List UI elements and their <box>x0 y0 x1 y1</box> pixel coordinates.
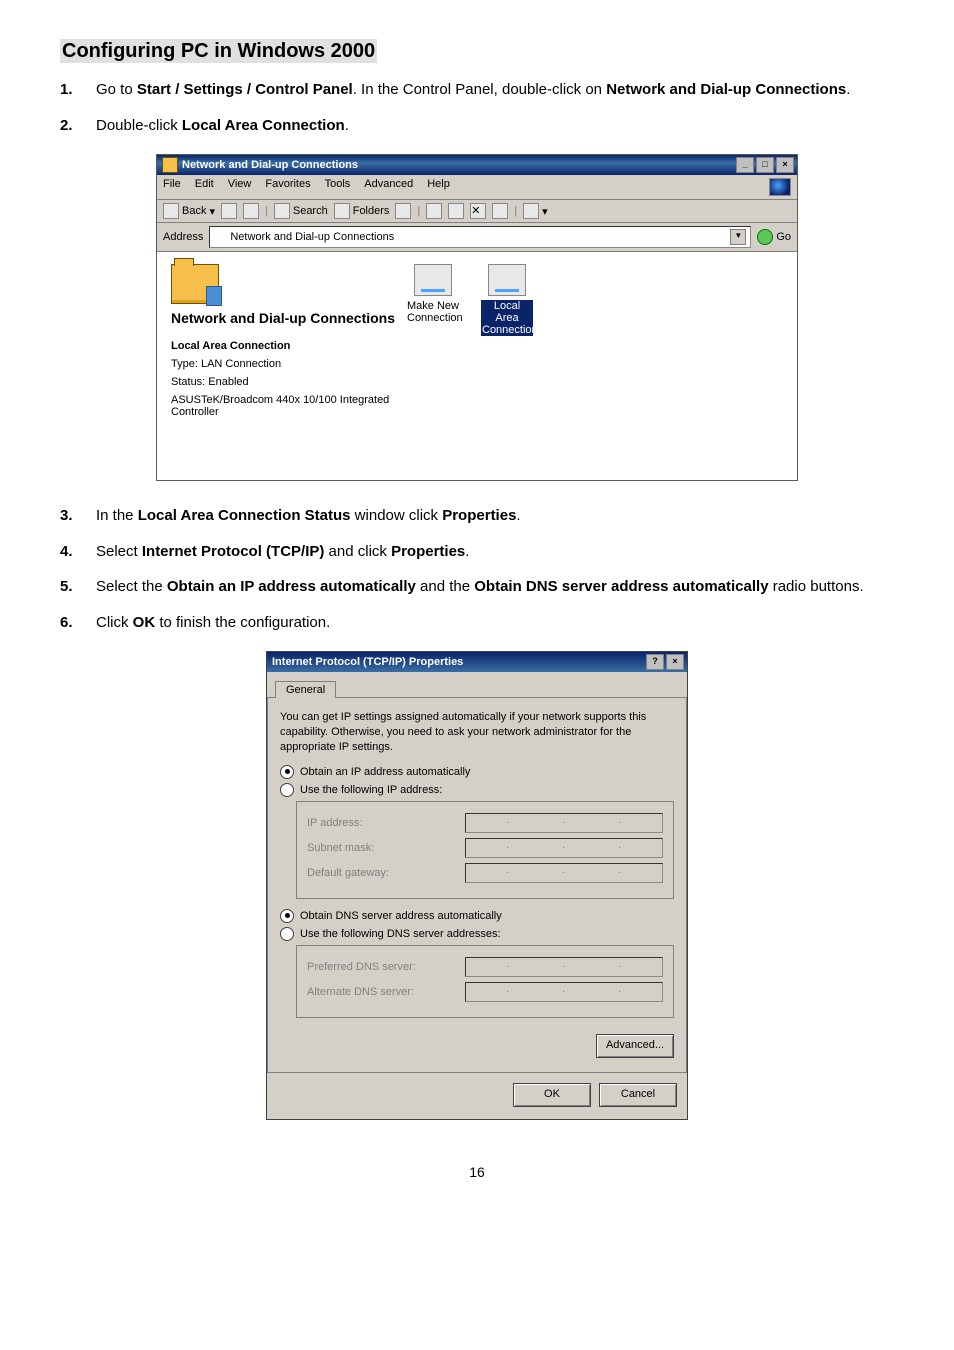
pdns-field: ... <box>465 957 663 977</box>
dialog-titlebar: Internet Protocol (TCP/IP) Properties ? … <box>267 652 687 672</box>
menubar: File Edit View Favorites Tools Advanced Help <box>157 175 797 200</box>
local-area-connection-icon[interactable]: Local AreaConnection <box>481 264 533 464</box>
label-ip: IP address: <box>307 817 457 829</box>
address-bar: Address Network and Dial-up Connections … <box>157 223 797 252</box>
cancel-button[interactable]: Cancel <box>599 1083 677 1107</box>
adns-field: ... <box>465 982 663 1002</box>
tab-general[interactable]: General <box>275 681 336 698</box>
address-value: Network and Dial-up Connections <box>230 231 394 243</box>
menu-help[interactable]: Help <box>427 178 450 196</box>
gw-field: ... <box>465 863 663 883</box>
close-button[interactable]: × <box>776 157 794 173</box>
up-button[interactable] <box>243 203 259 219</box>
history-button[interactable] <box>395 203 411 219</box>
label-pdns: Preferred DNS server: <box>307 961 457 973</box>
mask-field: ... <box>465 838 663 858</box>
dialog-title: Internet Protocol (TCP/IP) Properties <box>272 656 646 668</box>
tb-icon-2[interactable] <box>448 203 464 219</box>
tb-icon-1[interactable] <box>426 203 442 219</box>
label-gw: Default gateway: <box>307 867 457 879</box>
address-dropdown[interactable]: ▼ <box>730 229 746 245</box>
forward-button[interactable] <box>221 203 237 219</box>
menu-favorites[interactable]: Favorites <box>265 178 310 196</box>
help-button[interactable]: ? <box>646 654 664 670</box>
radio-label: Use the following IP address: <box>300 784 442 796</box>
address-label: Address <box>163 231 203 243</box>
make-new-connection-icon[interactable]: Make NewConnection <box>407 264 459 464</box>
go-button[interactable]: Go <box>757 229 791 245</box>
tcpip-properties-dialog: Internet Protocol (TCP/IP) Properties ? … <box>266 651 688 1120</box>
tb-views[interactable]: ▾ <box>523 203 548 219</box>
menu-tools[interactable]: Tools <box>325 178 351 196</box>
dns-group: Preferred DNS server:... Alternate DNS s… <box>296 945 674 1018</box>
radio-use-ip[interactable]: Use the following IP address: <box>280 783 674 797</box>
back-button[interactable]: Back ▾ <box>163 203 215 219</box>
toolbar: Back ▾ | Search Folders | ✕ | ▾ <box>157 200 797 223</box>
step-text: Select the Obtain an IP address automati… <box>96 574 894 600</box>
search-button[interactable]: Search <box>274 203 328 219</box>
tb-undo[interactable] <box>492 203 508 219</box>
radio-use-dns[interactable]: Use the following DNS server addresses: <box>280 927 674 941</box>
window-title: Network and Dial-up Connections <box>182 159 736 171</box>
tb-delete[interactable]: ✕ <box>470 203 486 219</box>
pane-line-2: ASUSTeK/Broadcom 440x 10/100 Integrated … <box>171 394 401 418</box>
menu-edit[interactable]: Edit <box>195 178 214 196</box>
step-text: Click OK to finish the configuration. <box>96 610 894 636</box>
icon-pane: Make NewConnection Local AreaConnection <box>401 264 533 464</box>
radio-obtain-dns-auto[interactable]: Obtain DNS server address automatically <box>280 909 674 923</box>
step-text: Select Internet Protocol (TCP/IP) and cl… <box>96 539 894 565</box>
pane-subhead: Local Area Connection <box>171 340 401 352</box>
menu-view[interactable]: View <box>228 178 252 196</box>
radio-obtain-ip-auto[interactable]: Obtain an IP address automatically <box>280 765 674 779</box>
dialog-close-button[interactable]: × <box>666 654 684 670</box>
left-info-pane: Network and Dial-up Connections Local Ar… <box>171 264 401 464</box>
titlebar: Network and Dial-up Connections _ □ × <box>157 155 797 175</box>
pane-line-1: Status: Enabled <box>171 376 401 388</box>
page-heading: Configuring PC in Windows 2000 <box>60 39 377 63</box>
step-number: 4. <box>60 539 96 565</box>
folders-button[interactable]: Folders <box>334 203 390 219</box>
steps-list-top: 1.Go to Start / Settings / Control Panel… <box>60 77 894 138</box>
maximize-button[interactable]: □ <box>756 157 774 173</box>
ok-button[interactable]: OK <box>513 1083 591 1107</box>
steps-list-mid: 3.In the Local Area Connection Status wi… <box>60 503 894 635</box>
step-number: 2. <box>60 113 96 139</box>
label-adns: Alternate DNS server: <box>307 986 457 998</box>
menu-file[interactable]: File <box>163 178 181 196</box>
window-icon <box>162 157 178 173</box>
step-number: 6. <box>60 610 96 636</box>
step-number: 1. <box>60 77 96 103</box>
pane-line-0: Type: LAN Connection <box>171 358 401 370</box>
address-field[interactable]: Network and Dial-up Connections ▼ <box>209 226 751 248</box>
page-number: 16 <box>60 1164 894 1180</box>
tab-panel: You can get IP settings assigned automat… <box>267 697 687 1073</box>
minimize-button[interactable]: _ <box>736 157 754 173</box>
radio-label: Obtain an IP address automatically <box>300 766 470 778</box>
radio-label: Obtain DNS server address automatically <box>300 910 502 922</box>
ip-field: ... <box>465 813 663 833</box>
step-number: 5. <box>60 574 96 600</box>
pane-title: Network and Dial-up Connections <box>171 310 401 328</box>
network-connections-window: Network and Dial-up Connections _ □ × Fi… <box>156 154 798 481</box>
step-number: 3. <box>60 503 96 529</box>
throbber-icon <box>769 178 791 196</box>
dialog-description: You can get IP settings assigned automat… <box>280 710 674 755</box>
menu-advanced[interactable]: Advanced <box>364 178 413 196</box>
advanced-button[interactable]: Advanced... <box>596 1034 674 1058</box>
radio-label: Use the following DNS server addresses: <box>300 928 501 940</box>
address-icon <box>214 231 226 243</box>
step-text: Double-click Local Area Connection. <box>96 113 894 139</box>
ip-group: IP address:... Subnet mask:... Default g… <box>296 801 674 899</box>
step-text: Go to Start / Settings / Control Panel. … <box>96 77 894 103</box>
label-mask: Subnet mask: <box>307 842 457 854</box>
folder-icon <box>171 264 219 304</box>
step-text: In the Local Area Connection Status wind… <box>96 503 894 529</box>
